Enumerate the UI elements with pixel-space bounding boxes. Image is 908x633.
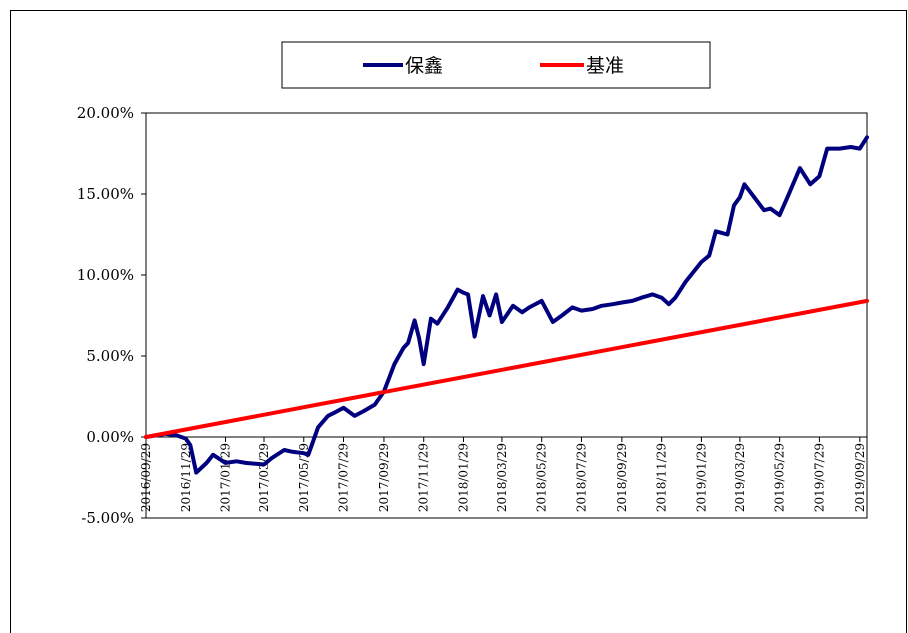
x-tick-label: 2018/05/29 [535, 443, 549, 512]
x-tick-label: 2017/07/29 [337, 443, 351, 512]
x-tick-label: 2018/01/29 [456, 443, 470, 512]
series-group [144, 135, 869, 475]
y-tick-label: 15.00% [77, 185, 134, 203]
y-tick-label: 0.00% [86, 428, 134, 446]
x-tick-label: 2017/01/29 [219, 443, 233, 512]
x-tick-label: 2017/09/29 [377, 443, 391, 512]
legend-label-series-1: 保鑫 [405, 55, 443, 77]
x-tick-label: 2016/09/29 [139, 443, 153, 512]
x-tick-label: 2019/03/29 [733, 443, 747, 512]
x-tick-label: 2017/03/29 [257, 443, 271, 512]
series-line-1 [144, 135, 869, 475]
y-tick-label: 5.00% [86, 347, 134, 365]
x-tick-label: 2018/07/29 [574, 443, 588, 512]
legend-box [281, 41, 711, 89]
x-tick-label: 2018/11/29 [655, 443, 669, 512]
y-tick-label: 10.00% [77, 266, 134, 284]
x-tick-label: 2019/09/29 [853, 443, 867, 512]
x-tick-label: 2019/07/29 [812, 443, 826, 512]
x-tick-label: 2018/03/29 [495, 443, 509, 512]
x-tick-label: 2019/01/29 [694, 443, 708, 512]
y-tick-label: 20.00% [77, 104, 134, 122]
series-line-2 [144, 298, 869, 439]
x-axis: 2016/09/29 2016/11/29 2017/01/29 2017/03/29… [139, 436, 867, 512]
y-tick-label: -5.00% [81, 509, 134, 527]
chart-frame [10, 10, 907, 633]
x-tick-label: 2019/05/29 [773, 443, 787, 512]
legend: 保鑫 基准 [281, 41, 711, 89]
x-tick-label: 2017/11/29 [417, 443, 431, 512]
x-tick-label: 2018/09/29 [615, 443, 629, 512]
x-tick-label: 2016/11/29 [179, 443, 193, 512]
y-axis: -5.00% 0.00% 5.00% 10.00% 15.00% 20.00% [77, 104, 146, 527]
legend-label-series-2: 基准 [586, 55, 624, 77]
x-tick-label: 2017/05/29 [297, 443, 311, 512]
